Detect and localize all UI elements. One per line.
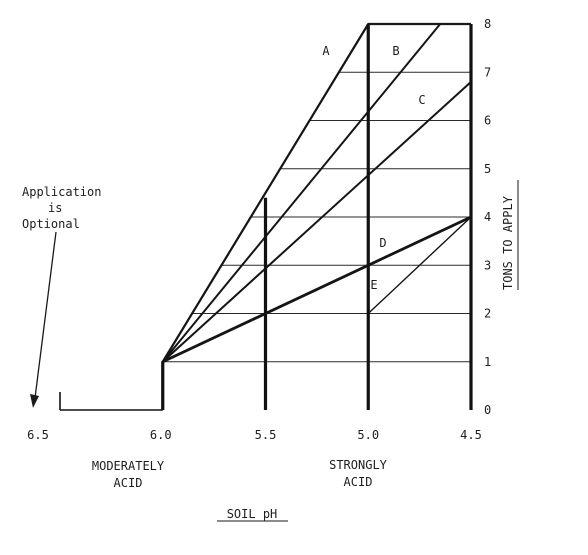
- axes-layer: [59, 24, 473, 411]
- optional-line-2: is: [48, 201, 62, 215]
- y-tick-label-0: 0: [484, 403, 491, 417]
- series-line-a: [161, 22, 370, 363]
- y-axis-title: TONS TO APPLY: [501, 195, 515, 290]
- strongly-line-1: STRONGLY: [329, 458, 388, 472]
- series-line-b: [161, 23, 442, 363]
- x-axis-title: SOIL pH: [227, 507, 278, 521]
- moderately-line-2: ACID: [114, 476, 143, 490]
- x-tick-label-5-5: 5.5: [255, 428, 277, 442]
- y-tick-label-3: 3: [484, 258, 491, 272]
- grid-layer: [162, 22, 471, 363]
- series-label-c: C: [418, 93, 425, 107]
- series-label-b: B: [392, 44, 399, 58]
- series-line-e: [367, 216, 472, 315]
- strongly-line-2: ACID: [344, 475, 373, 489]
- series-label-e: E: [370, 278, 377, 292]
- series-line-c: [161, 80, 472, 363]
- series-line-d: [161, 215, 473, 364]
- optional-arrow: [30, 231, 57, 408]
- series-label-d: D: [379, 236, 386, 250]
- series-label-a: A: [322, 44, 330, 58]
- x-tick-label-4-5: 4.5: [460, 428, 482, 442]
- y-tick-label-5: 5: [484, 162, 491, 176]
- y-tick-label-8: 8: [484, 17, 491, 31]
- y-tick-label-6: 6: [484, 114, 491, 128]
- optional-line-1: Application: [22, 185, 101, 199]
- x-tick-label-6-0: 6.0: [150, 428, 172, 442]
- y-tick-label-4: 4: [484, 210, 491, 224]
- x-tick-label-5-0: 5.0: [357, 428, 379, 442]
- y-tick-label-1: 1: [484, 355, 491, 369]
- moderately-line-1: MODERATELY: [92, 459, 165, 473]
- series-layer: [161, 22, 473, 364]
- x-tick-label-6-5: 6.5: [27, 428, 49, 442]
- y-tick-label-2: 2: [484, 307, 491, 321]
- y-tick-label-7: 7: [484, 65, 491, 79]
- labels-layer: TONS TO APPLY SOIL pH Application is Opt…: [22, 17, 519, 522]
- optional-line-3: Optional: [22, 217, 80, 231]
